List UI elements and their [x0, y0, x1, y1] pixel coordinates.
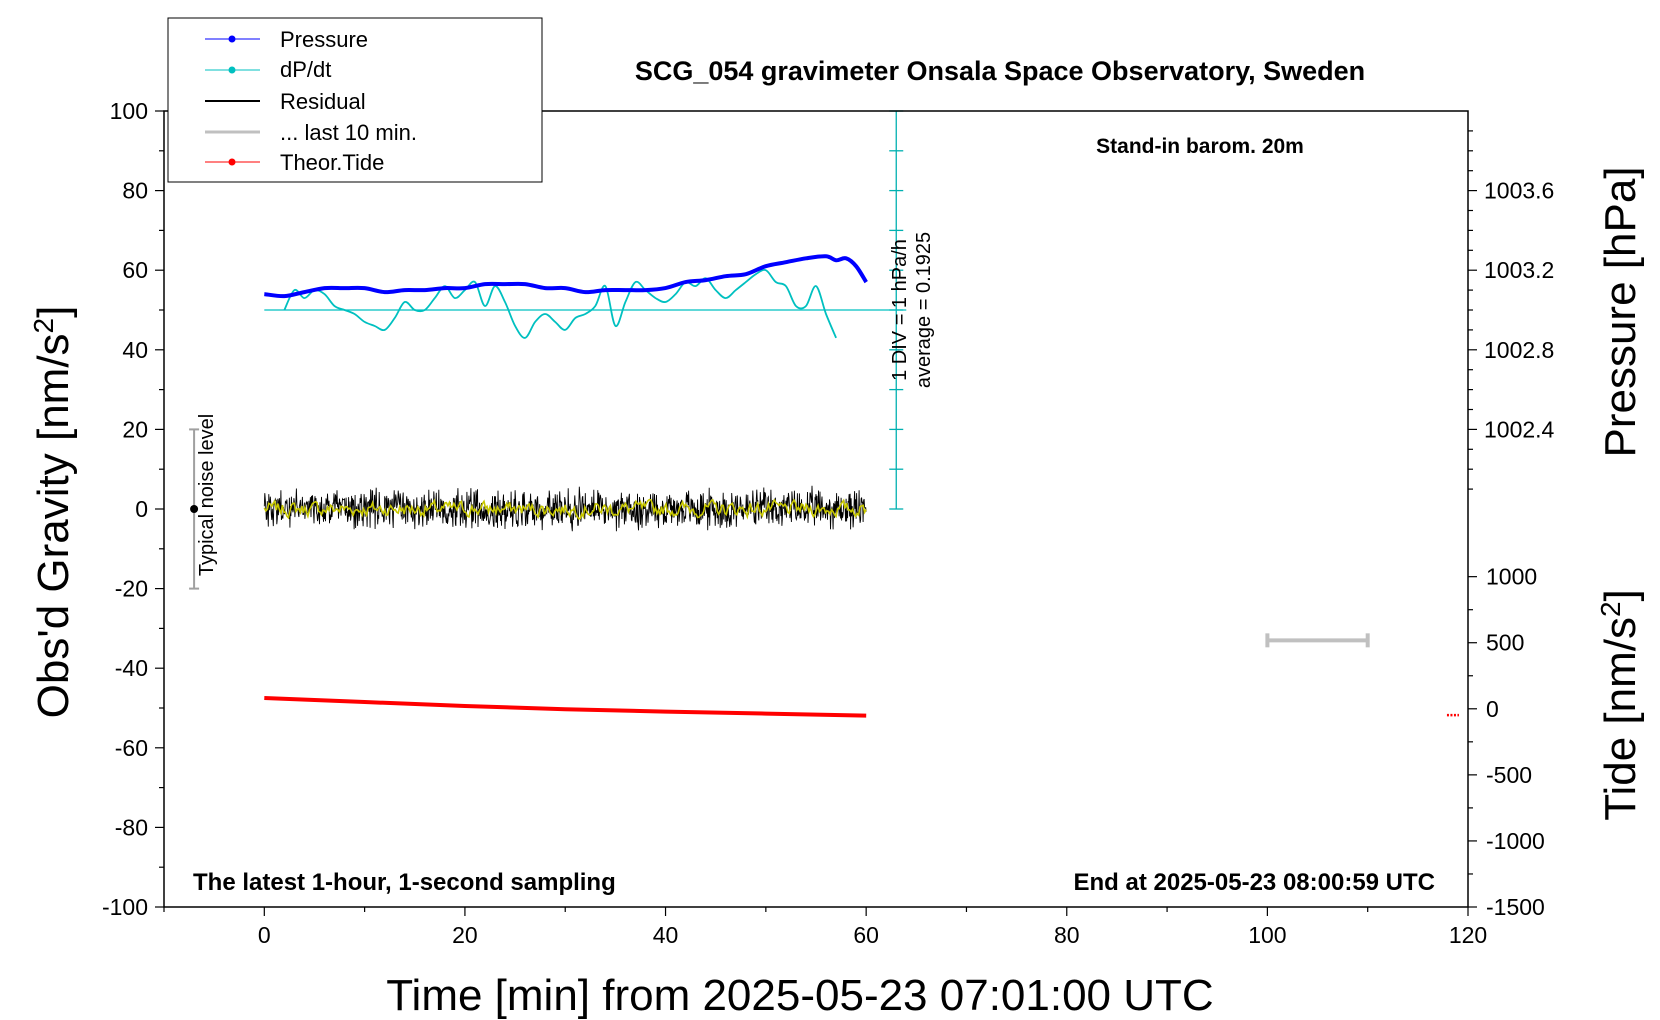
legend-marker-dpdt: [228, 66, 236, 74]
y-tick-label: 0: [135, 496, 148, 522]
y-axis-title-left: Obs'd Gravity [nm/s2]: [28, 306, 79, 719]
pressure-series-line: [264, 254, 868, 299]
tide-tick-label: -1500: [1486, 894, 1545, 920]
tide-tick-label: -500: [1486, 762, 1532, 788]
y-tick-label: 20: [122, 416, 148, 442]
y-axis-title-pressure: Pressure [hPa]: [1596, 166, 1645, 457]
x-tick-label: 100: [1248, 922, 1286, 948]
y-tick-label: 80: [122, 178, 148, 204]
y-tick-label: -60: [115, 735, 148, 761]
y-tick-label: -100: [102, 894, 148, 920]
legend-label-last10: ... last 10 min.: [280, 120, 417, 145]
x-tick-label: 40: [653, 922, 679, 948]
y-tick-label: -20: [115, 576, 148, 602]
noise-level-label: Typical noise level: [196, 414, 218, 576]
x-tick-label: 120: [1449, 922, 1487, 948]
legend-label-tide: Theor.Tide: [280, 150, 384, 175]
x-tick-label: 80: [1054, 922, 1080, 948]
y-tick-label: 40: [122, 337, 148, 363]
tide-series-line: [264, 696, 867, 718]
legend-marker-tide: [228, 158, 236, 166]
latest-note: The latest 1-hour, 1-second sampling: [193, 869, 616, 896]
y-tick-label: 100: [110, 98, 148, 124]
stand-in-note: Stand-in barom. 20m: [1096, 135, 1304, 158]
x-tick-label: 0: [258, 922, 271, 948]
axes: 0 20 40 60 80 100 120 100 80 60 40 20 0 -20 -40 -60 -80 -…: [102, 98, 1555, 948]
legend-marker-pressure: [228, 35, 236, 43]
pressure-tick-label: 1002.8: [1484, 337, 1554, 363]
legend-label-pressure: Pressure: [280, 27, 368, 52]
dpdt-series-line: [283, 269, 837, 339]
tide-tick-label: 1000: [1486, 564, 1537, 590]
tide-tick-label: 500: [1486, 630, 1524, 656]
x-tick-label: 20: [452, 922, 478, 948]
residual-smoothed-line: [263, 498, 867, 520]
y-tick-label: -80: [115, 814, 148, 840]
plot-area: [189, 110, 1459, 718]
end-at-note: End at 2025-05-23 08:00:59 UTC: [1074, 869, 1436, 896]
legend-label-residual: Residual: [280, 89, 366, 114]
x-axis-title: Time [min] from 2025-05-23 07:01:00 UTC: [386, 971, 1213, 1020]
y-tick-label: 60: [122, 257, 148, 283]
y-axis-title-tide: Tide [nm/s2]: [1595, 589, 1646, 821]
tide-tick-label: -1000: [1486, 828, 1545, 854]
legend-label-dpdt: dP/dt: [280, 57, 331, 82]
noise-level-center-dot: [190, 505, 199, 513]
pressure-tick-label: 1003.2: [1484, 257, 1554, 283]
chart-title: SCG_054 gravimeter Onsala Space Observat…: [635, 56, 1365, 86]
x-tick-label: 60: [853, 922, 879, 948]
legend: Pressure dP/dt Residual ... last 10 min.…: [167, 17, 543, 183]
pressure-tick-label: 1002.4: [1484, 416, 1555, 442]
dpdt-scale-label: 1 DIV = 1 hPa/h average = 0.1925: [889, 232, 935, 388]
tide-tick-label: 0: [1486, 696, 1499, 722]
y-tick-label: -40: [115, 655, 148, 681]
pressure-tick-label: 1003.6: [1484, 178, 1554, 204]
residual-series-line: [263, 485, 867, 532]
